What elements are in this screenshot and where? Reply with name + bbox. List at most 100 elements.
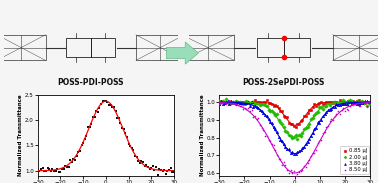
Point [53,169,59,172]
2.00 μJ [352,101,358,104]
0.85 μJ [288,122,294,125]
Point [167,167,174,169]
8.50 μJ [361,101,367,104]
2.00 μJ [293,134,299,137]
3.80 μJ [335,103,341,106]
8.50 μJ [231,102,237,105]
8.50 μJ [344,108,350,111]
Point [77,150,83,152]
0.85 μJ [267,102,273,104]
Point [72,158,78,161]
0.85 μJ [231,101,237,104]
Point [87,125,93,128]
0.85 μJ [250,100,256,103]
0.85 μJ [252,99,258,102]
2.00 μJ [306,122,312,125]
2.00 μJ [276,118,282,121]
2.00 μJ [320,107,326,110]
Point [130,149,136,152]
2.00 μJ [277,120,284,123]
3.80 μJ [305,141,311,144]
Point [137,162,143,165]
0.85 μJ [228,102,234,104]
0.85 μJ [281,115,287,118]
2.00 μJ [271,111,277,114]
2.00 μJ [310,117,316,120]
0.85 μJ [271,104,277,107]
2.00 μJ [272,113,278,116]
2.00 μJ [301,128,307,131]
3.80 μJ [231,102,237,105]
8.50 μJ [243,107,249,110]
Point [51,169,57,172]
0.85 μJ [299,119,305,122]
0.85 μJ [235,100,241,103]
8.50 μJ [220,102,226,105]
Point [84,134,90,137]
8.50 μJ [276,157,282,160]
8.50 μJ [366,101,372,104]
2.00 μJ [254,101,260,104]
3.80 μJ [281,142,287,145]
Point [75,150,81,153]
8.50 μJ [279,163,285,166]
2.00 μJ [325,102,331,105]
0.85 μJ [260,101,266,104]
2.00 μJ [298,135,304,138]
8.50 μJ [240,107,246,110]
2.00 μJ [332,100,338,103]
2.00 μJ [350,102,356,105]
3.80 μJ [247,104,253,107]
2.00 μJ [291,136,297,139]
3.80 μJ [333,103,339,106]
Point [91,116,98,119]
Point [43,169,49,172]
0.85 μJ [242,102,248,105]
0.85 μJ [298,120,304,123]
3.80 μJ [265,117,271,120]
Legend: 0.85 μJ, 2.00 μJ, 3.80 μJ, 8.50 μJ: 0.85 μJ, 2.00 μJ, 3.80 μJ, 8.50 μJ [340,146,369,174]
3.80 μJ [264,114,270,117]
2.00 μJ [289,136,295,139]
0.85 μJ [347,100,353,102]
3.80 μJ [367,101,373,104]
Point [69,160,75,163]
0.85 μJ [328,100,335,103]
3.80 μJ [279,139,285,142]
8.50 μJ [354,100,360,103]
8.50 μJ [342,110,348,113]
0.85 μJ [313,105,319,108]
Point [150,165,156,168]
0.85 μJ [306,108,312,111]
8.50 μJ [226,99,232,102]
0.85 μJ [356,99,362,102]
3.80 μJ [221,101,227,104]
8.50 μJ [357,105,363,108]
2.00 μJ [294,138,301,141]
0.85 μJ [233,102,239,105]
2.00 μJ [223,98,229,101]
0.85 μJ [335,102,341,104]
3.80 μJ [277,138,284,141]
Point [158,169,164,172]
Point [80,142,86,145]
0.85 μJ [247,102,253,104]
0.85 μJ [225,101,231,104]
3.80 μJ [308,135,314,138]
2.00 μJ [315,111,321,113]
2.00 μJ [330,101,336,104]
8.50 μJ [316,139,322,142]
3.80 μJ [262,114,268,117]
8.50 μJ [262,134,268,137]
3.80 μJ [310,131,316,134]
Point [113,110,119,113]
0.85 μJ [274,105,280,108]
2.00 μJ [337,101,343,104]
2.00 μJ [288,135,294,138]
0.85 μJ [240,101,246,104]
3.80 μJ [255,107,261,109]
Point [61,168,67,171]
8.50 μJ [367,103,373,106]
Point [121,128,127,131]
0.85 μJ [339,100,345,103]
